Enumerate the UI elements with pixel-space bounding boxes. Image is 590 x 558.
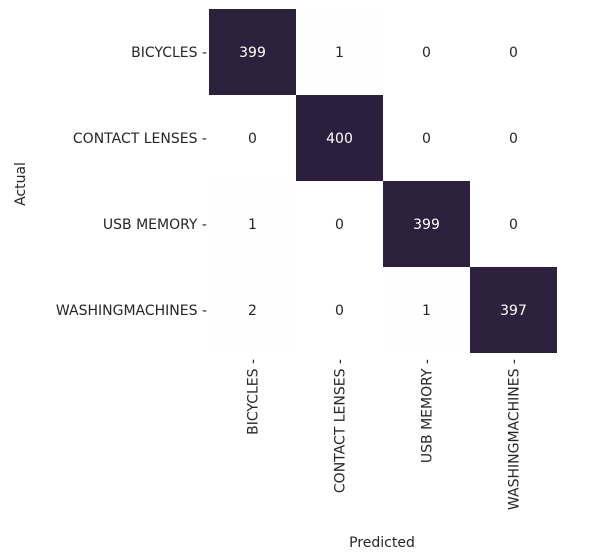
heatmap-cell-0-0 [209, 9, 296, 95]
cell-value-2-0: 1 [248, 217, 257, 233]
heatmap-cell-1-0 [209, 95, 296, 181]
x-axis-label: Predicted [349, 535, 415, 551]
cell-value-0-1: 1 [335, 45, 344, 61]
heatmap-cell-0-3 [470, 9, 557, 95]
x-tick-label-0: BICYCLES - [246, 359, 262, 435]
heatmap-cell-3-1 [296, 267, 383, 353]
cell-value-1-2: 0 [422, 131, 431, 147]
cell-value-2-3: 0 [509, 217, 518, 233]
cell-value-1-1: 400 [326, 131, 353, 147]
heatmap-cell-3-2 [383, 267, 470, 353]
cell-value-0-2: 0 [422, 45, 431, 61]
heatmap-cell-0-2 [383, 9, 470, 95]
x-tick-label-2: USB MEMORY - [420, 359, 436, 463]
cell-value-2-2: 399 [413, 217, 440, 233]
heatmap-cell-0-1 [296, 9, 383, 95]
heatmap-cell-1-3 [470, 95, 557, 181]
cell-value-3-1: 0 [335, 303, 344, 319]
x-tick-label-1: CONTACT LENSES - [333, 359, 349, 493]
y-tick-labels: BICYCLES - CONTACT LENSES - USB MEMORY - WA… [56, 45, 207, 319]
cell-value-1-0: 0 [248, 131, 257, 147]
heatmap-cell-3-3 [470, 267, 557, 353]
cell-value-1-3: 0 [509, 131, 518, 147]
y-tick-label-2: USB MEMORY - [103, 217, 207, 233]
x-tick-label-3: WASHINGMACHINES - [507, 359, 523, 510]
heatmap-cells: 399 1 0 0 0 400 0 0 1 0 399 0 2 0 1 397 [209, 9, 557, 353]
heatmap-cell-2-3 [470, 181, 557, 267]
heatmap-cell-1-1 [296, 95, 383, 181]
heatmap-cell-1-2 [383, 95, 470, 181]
cell-value-3-2: 1 [422, 303, 431, 319]
x-tick-labels: BICYCLES - CONTACT LENSES - USB MEMORY - WA… [246, 359, 523, 510]
cell-value-0-0: 399 [239, 45, 266, 61]
heatmap-cell-2-2 [383, 181, 470, 267]
y-tick-label-3: WASHINGMACHINES - [56, 303, 207, 319]
y-axis-label: Actual [13, 162, 29, 206]
cell-value-3-0: 2 [248, 303, 257, 319]
heatmap-cell-2-0 [209, 181, 296, 267]
cell-value-0-3: 0 [509, 45, 518, 61]
cell-value-3-3: 397 [500, 303, 527, 319]
y-tick-label-0: BICYCLES - [131, 45, 207, 61]
heatmap-cell-2-1 [296, 181, 383, 267]
cell-value-2-1: 0 [335, 217, 344, 233]
heatmap-cell-3-0 [209, 267, 296, 353]
y-tick-label-1: CONTACT LENSES - [73, 131, 207, 147]
